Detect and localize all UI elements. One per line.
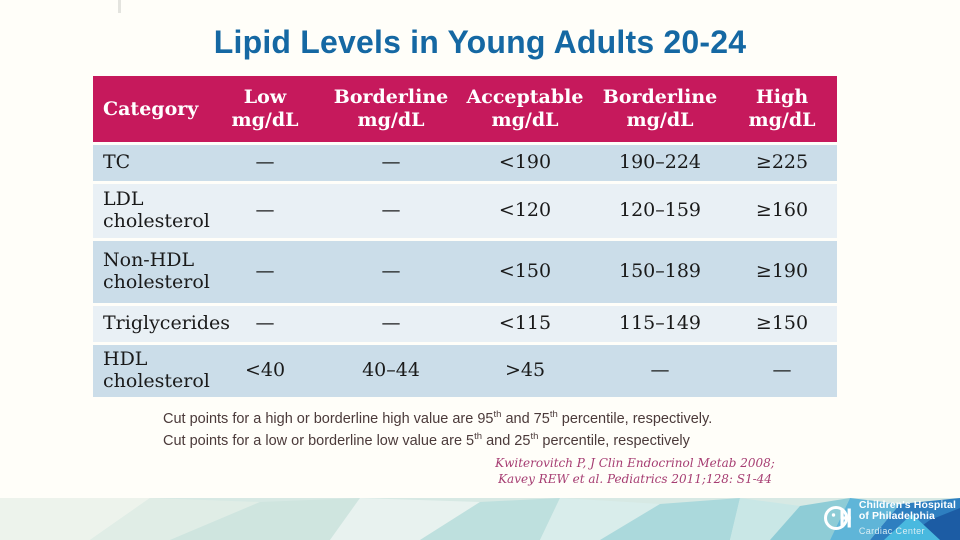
cell-borderline-low: — xyxy=(325,145,457,181)
citation-line-2: Kavey REW et al. Pediatrics 2011;128: S1… xyxy=(498,472,772,487)
cell-high: ≥160 xyxy=(727,184,837,238)
table-header-row: Category Low mg/dL Borderline mg/dL Accept… xyxy=(93,76,837,142)
header-unit: mg/dL xyxy=(231,109,299,131)
header-label: Borderline xyxy=(333,86,449,109)
cell-category: LDL cholesterol xyxy=(93,184,210,238)
cell-borderline-low: — xyxy=(325,241,457,303)
cell-high: ≥150 xyxy=(727,306,837,342)
cell-borderline-high: 120–159 xyxy=(593,184,727,238)
note-superscript: th xyxy=(530,431,539,443)
chop-logo-icon xyxy=(823,505,851,530)
table-row: Triglycerides — — <115 115–149 ≥150 xyxy=(93,306,837,342)
cell-low: — xyxy=(205,241,325,303)
cell-category: Non-HDL cholesterol xyxy=(93,241,210,303)
cell-borderline-low: — xyxy=(325,306,457,342)
cell-category: TC xyxy=(93,145,205,181)
cell-acceptable: >45 xyxy=(457,345,593,397)
header-cell-borderline-high: Borderline mg/dL xyxy=(593,76,727,142)
cell-borderline-low: — xyxy=(325,184,457,238)
header-label: High xyxy=(755,86,809,109)
footnotes: Cut points for a high or borderline high… xyxy=(163,408,712,453)
cell-low: — xyxy=(205,306,325,342)
cell-acceptable: <190 xyxy=(457,145,593,181)
footer-mosaic xyxy=(0,498,960,540)
header-label: Acceptable xyxy=(466,86,584,109)
cell-low: — xyxy=(205,184,325,238)
note-superscript: th xyxy=(474,431,483,443)
department-name: Cardiac Center xyxy=(858,526,925,536)
header-cell-low: Low mg/dL xyxy=(205,76,325,142)
template-notch xyxy=(118,0,121,13)
cell-borderline-high: — xyxy=(593,345,727,397)
note-text: and 75 xyxy=(501,411,550,427)
note-superscript: th xyxy=(549,409,558,421)
table-row: LDL cholesterol — — <120 120–159 ≥160 xyxy=(93,184,837,238)
table-row: HDL cholesterol <40 40–44 >45 — — xyxy=(93,345,837,397)
note-text: Cut points for a low or borderline low v… xyxy=(163,433,475,450)
table-row: TC — — <190 190–224 ≥225 xyxy=(93,145,837,181)
note-text: percentile, respectively. xyxy=(557,411,713,427)
lipid-table: Category Low mg/dL Borderline mg/dL Accept… xyxy=(93,73,837,400)
cell-high: ≥190 xyxy=(727,241,837,303)
header-cell-high: High mg/dL xyxy=(727,76,837,142)
cell-category: Triglycerides xyxy=(93,306,230,342)
org-name-line-2: of Philadelphia xyxy=(858,510,936,523)
cell-borderline-high: 190–224 xyxy=(593,145,727,181)
header-unit: mg/dL xyxy=(748,109,816,131)
header-cell-acceptable: Acceptable mg/dL xyxy=(457,76,593,142)
header-label: Borderline xyxy=(602,86,718,109)
note-line-1: Cut points for a high or borderline high… xyxy=(163,408,712,430)
cell-category: HDL cholesterol xyxy=(93,345,210,397)
slide-title: Lipid Levels in Young Adults 20-24 xyxy=(213,24,747,60)
cell-high: ≥225 xyxy=(727,145,837,181)
header-unit: mg/dL xyxy=(357,109,425,131)
header-label: Low xyxy=(243,86,287,109)
citation-line-1: Kwiterovitch P, J Clin Endocrinol Metab … xyxy=(495,456,775,470)
chop-logo-text: Children's Hospital of Philadelphia Card… xyxy=(858,498,956,536)
cell-high: — xyxy=(727,345,837,397)
header-unit: mg/dL xyxy=(626,109,694,131)
note-text: Cut points for a high or borderline high… xyxy=(163,411,494,427)
header-cell-category: Category xyxy=(93,76,205,142)
cell-low: <40 xyxy=(205,345,325,397)
note-line-2: Cut points for a low or borderline low v… xyxy=(163,430,712,452)
cell-acceptable: <115 xyxy=(457,306,593,342)
cell-acceptable: <150 xyxy=(457,241,593,303)
header-unit: mg/dL xyxy=(491,109,559,131)
cell-borderline-low: 40–44 xyxy=(325,345,457,397)
header-cell-borderline-low: Borderline mg/dL xyxy=(325,76,457,142)
header-label: Category xyxy=(103,97,199,120)
note-text: and 25 xyxy=(482,433,531,450)
chop-logo: Children's Hospital of Philadelphia Card… xyxy=(823,498,956,536)
note-superscript: th xyxy=(493,409,502,421)
cell-low: — xyxy=(205,145,325,181)
footer-band xyxy=(0,498,960,540)
cell-borderline-high: 150–189 xyxy=(593,241,727,303)
cell-borderline-high: 115–149 xyxy=(593,306,727,342)
citation: Kwiterovitch P, J Clin Endocrinol Metab … xyxy=(470,455,800,487)
table-row: Non-HDL cholesterol — — <150 150–189 ≥19… xyxy=(93,241,837,303)
org-name-line-1: Children's Hospital xyxy=(858,498,956,511)
cell-acceptable: <120 xyxy=(457,184,593,238)
note-text: percentile, respectively xyxy=(538,433,690,450)
